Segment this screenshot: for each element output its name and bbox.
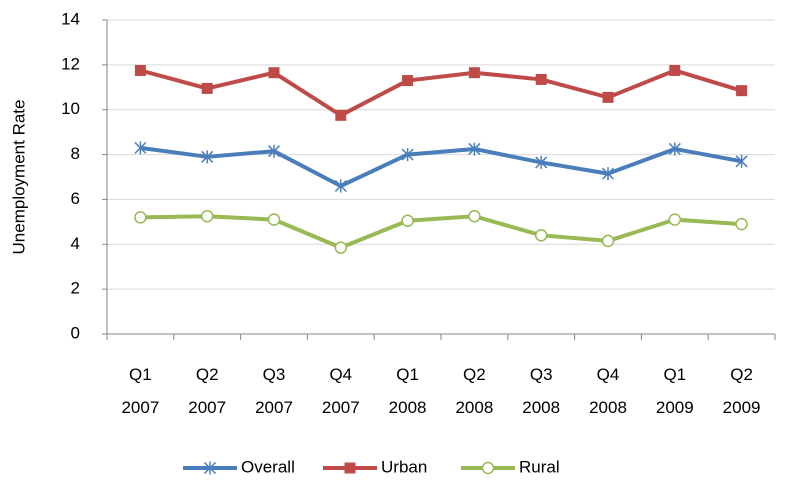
marker bbox=[335, 109, 347, 121]
marker bbox=[481, 461, 495, 475]
marker bbox=[134, 64, 146, 76]
marker bbox=[334, 179, 347, 193]
x-tick-label: Q2 2009 bbox=[722, 365, 761, 417]
marker bbox=[668, 142, 681, 156]
series-line bbox=[140, 145, 742, 188]
x-tick-label: Q4 2008 bbox=[589, 365, 627, 417]
marker bbox=[134, 211, 147, 224]
x-tick-label: Q1 2009 bbox=[655, 365, 694, 417]
legend-label: Rural bbox=[519, 457, 560, 476]
legend-item: Rural bbox=[461, 457, 560, 476]
series-line bbox=[139, 68, 743, 118]
marker bbox=[735, 154, 748, 168]
x-tick-label: Q4 2007 bbox=[321, 365, 360, 417]
y-tick-label: 10 bbox=[61, 99, 80, 118]
marker bbox=[534, 229, 548, 242]
y-tick-label: 14 bbox=[61, 9, 80, 28]
x-tick-label: Q3 2008 bbox=[522, 365, 561, 417]
series-line bbox=[140, 214, 742, 250]
marker bbox=[668, 213, 682, 226]
marker bbox=[268, 67, 280, 79]
marker bbox=[201, 82, 213, 94]
marker bbox=[735, 217, 748, 231]
marker bbox=[401, 148, 414, 162]
x-tick-label: Q1 2008 bbox=[388, 365, 427, 417]
marker bbox=[344, 462, 356, 474]
legend-item: Overall bbox=[183, 457, 295, 476]
marker bbox=[402, 75, 414, 87]
marker bbox=[601, 234, 615, 248]
y-tick-label: 4 bbox=[71, 234, 80, 253]
y-tick-label: 12 bbox=[61, 54, 80, 73]
x-tick-label: Q3 2007 bbox=[255, 365, 293, 417]
marker bbox=[601, 167, 615, 181]
marker bbox=[267, 144, 281, 158]
legend-label: Overall bbox=[241, 457, 295, 476]
marker bbox=[535, 73, 547, 85]
y-tick-label: 0 bbox=[71, 323, 80, 342]
y-tick-label: 8 bbox=[71, 144, 80, 163]
marker bbox=[669, 64, 681, 76]
marker bbox=[736, 85, 748, 97]
marker bbox=[334, 241, 348, 254]
marker bbox=[602, 91, 614, 103]
x-tick-label: Q2 2007 bbox=[188, 365, 227, 417]
x-tick-label: Q2 2008 bbox=[455, 365, 494, 417]
marker bbox=[267, 213, 281, 226]
marker bbox=[134, 141, 147, 155]
marker bbox=[535, 155, 548, 169]
y-axis-label: Unemployment Rate bbox=[9, 100, 28, 255]
marker bbox=[468, 67, 480, 79]
marker bbox=[401, 214, 414, 227]
legend-label: Urban bbox=[381, 457, 427, 476]
x-tick-label: Q1 2007 bbox=[121, 365, 160, 417]
y-tick-label: 2 bbox=[71, 279, 80, 298]
marker bbox=[468, 142, 481, 156]
legend-item: Urban bbox=[323, 457, 427, 476]
y-tick-label: 6 bbox=[71, 189, 80, 208]
marker bbox=[468, 210, 481, 223]
marker bbox=[200, 210, 214, 223]
marker bbox=[203, 461, 217, 475]
marker bbox=[201, 150, 214, 164]
